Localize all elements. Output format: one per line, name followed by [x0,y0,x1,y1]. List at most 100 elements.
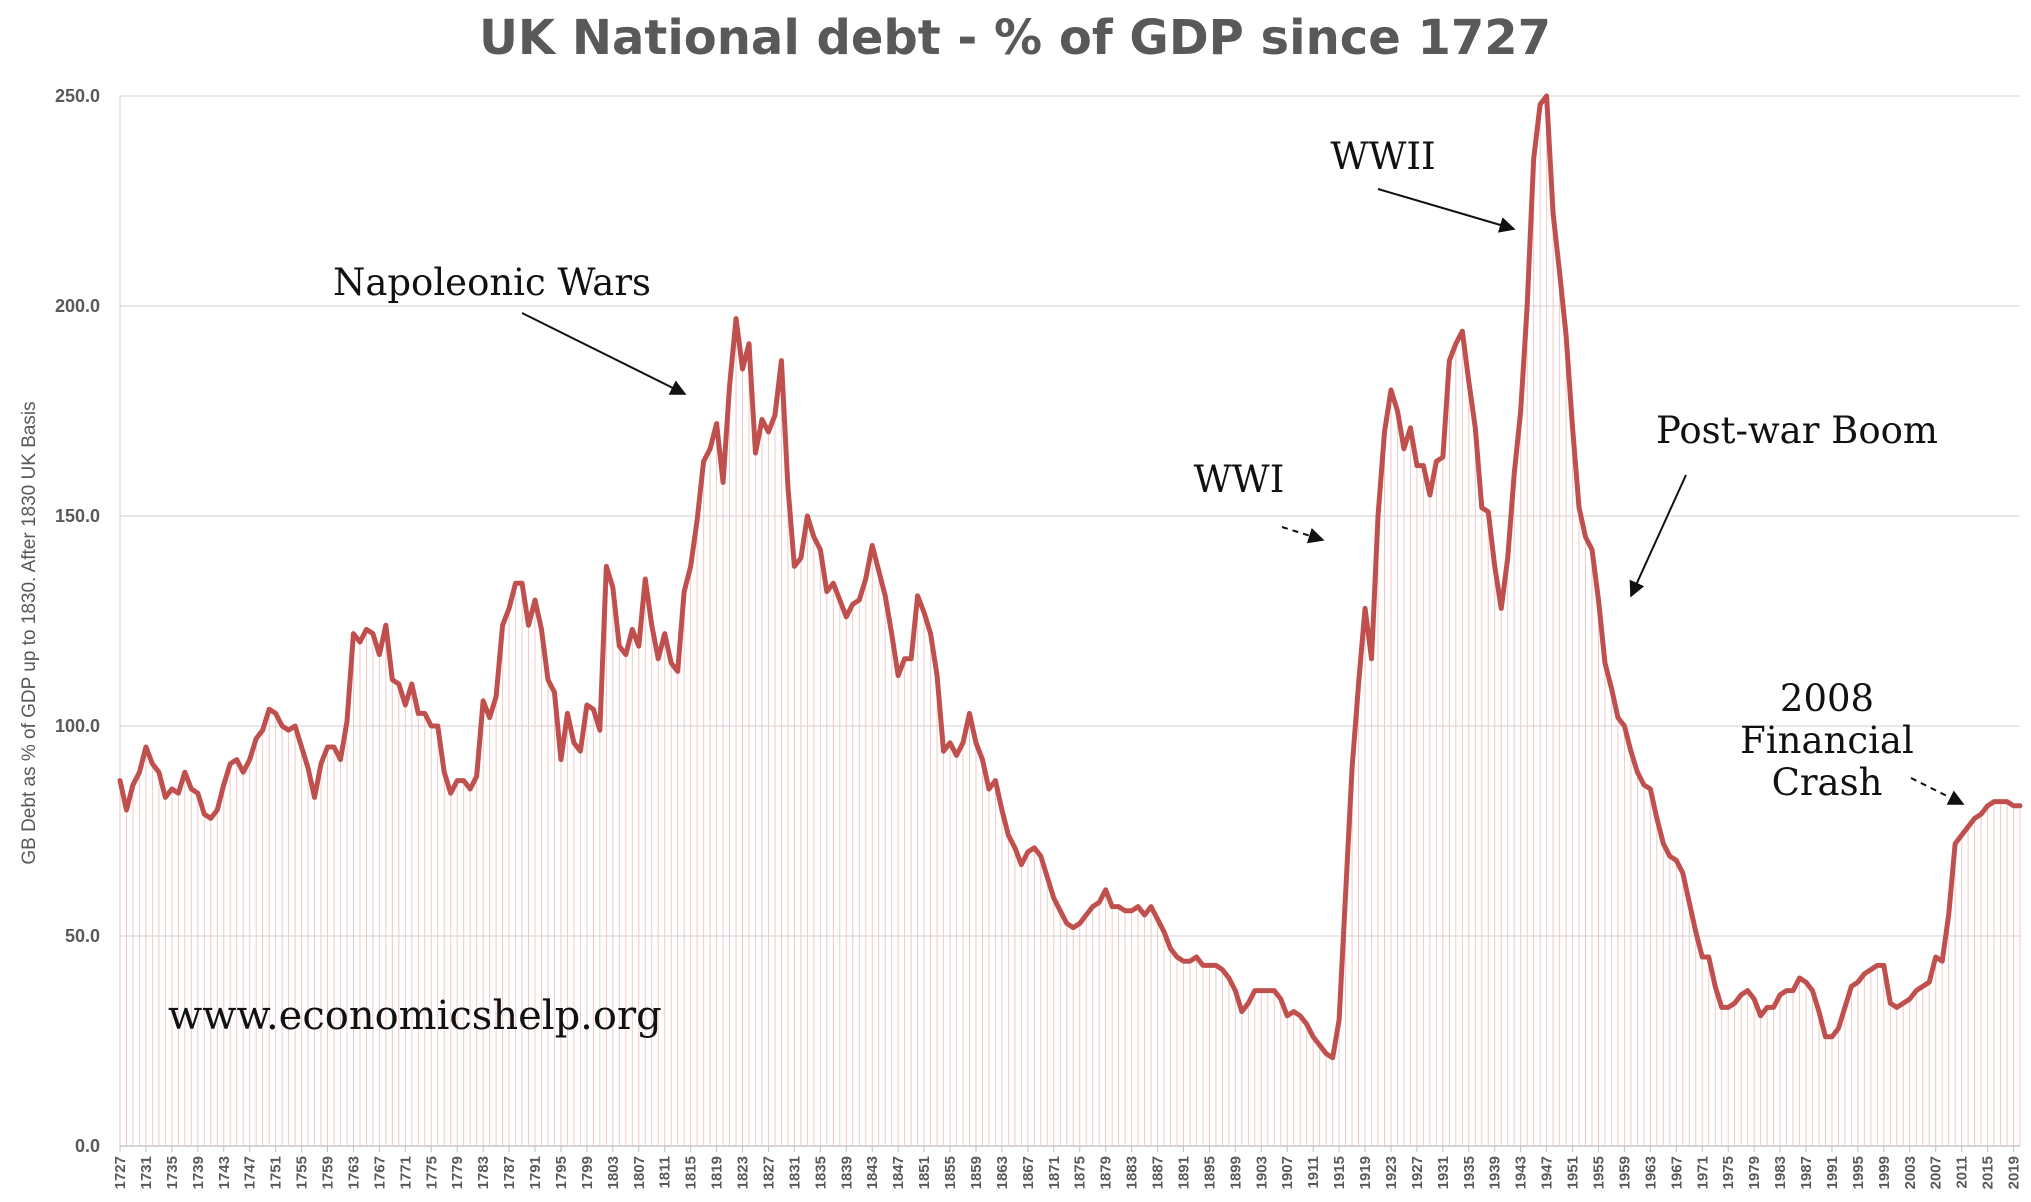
x-tick-label-73: 2019 [2006,1156,2023,1189]
x-tick-label-70: 2007 [1928,1156,1945,1189]
x-tick-label-65: 1987 [1798,1156,1815,1189]
x-tick-label-58: 1959 [1616,1156,1633,1189]
x-tick-label-22: 1815 [683,1156,700,1189]
x-tick-label-53: 1939 [1487,1156,1504,1189]
x-tick-label-60: 1967 [1668,1156,1685,1189]
x-tick-label-32: 1855 [942,1156,959,1189]
series-line-debt [117,93,2023,1061]
annotation-wwi: WWI [1194,458,1285,501]
x-tick-label-34: 1863 [994,1156,1011,1189]
x-tick-label-4: 1743 [216,1156,233,1189]
x-tick-label-36: 1871 [1046,1156,1063,1189]
x-tick-label-71: 2011 [1954,1156,1971,1189]
arrow-financial-crash [1910,777,1965,805]
x-tick-label-50: 1927 [1409,1156,1426,1189]
annotation-2008: 2008 [1780,677,1874,720]
x-tick-label-1: 1731 [138,1156,155,1189]
x-tick-label-46: 1911 [1305,1156,1322,1189]
year-drop-lines [119,96,2021,1146]
x-tick-label-17: 1795 [553,1156,570,1189]
annotation-financial: Financial [1740,719,1914,762]
x-tick-label-33: 1859 [968,1156,985,1189]
x-tick-label-47: 1915 [1331,1156,1348,1189]
x-tick-label-16: 1791 [527,1156,544,1189]
x-tick-label-61: 1971 [1694,1156,1711,1189]
arrow-napoleonic-wars [521,312,687,395]
x-tick-label-23: 1819 [709,1156,726,1189]
watermark-url: www.economicshelp.org [168,993,662,1039]
chart-title: UK National debt - % of GDP since 1727 [479,10,1551,66]
x-tick-label-54: 1943 [1513,1156,1530,1189]
x-tick-label-43: 1899 [1227,1156,1244,1189]
x-tick-label-14: 1783 [475,1156,492,1189]
x-tick-label-11: 1771 [397,1156,414,1189]
x-tick-label-40: 1887 [1150,1156,1167,1189]
x-tick-label-69: 2003 [1902,1156,1919,1189]
y-tick-label-5: 250.0 [55,86,100,106]
x-tick-label-25: 1827 [760,1156,777,1189]
series-layer [117,93,2023,1061]
x-tick-label-62: 1975 [1720,1156,1737,1189]
x-tick-label-0: 1727 [112,1156,129,1189]
arrow-post-war-boom [1629,474,1687,598]
x-tick-label-44: 1903 [1253,1156,1270,1189]
x-tick-label-66: 1991 [1824,1156,1841,1189]
x-tick-label-37: 1875 [1072,1156,1089,1189]
x-tick-label-8: 1759 [320,1156,337,1189]
x-tick-label-29: 1843 [864,1156,881,1189]
x-tick-label-51: 1931 [1435,1156,1452,1189]
annotation-wwii: WWII [1330,135,1435,178]
y-axis-ticks: 0.0 50.0 100.0 150.0 200.0 250.0 [55,86,100,1156]
x-tick-label-38: 1879 [1098,1156,1115,1189]
arrow-wwi [1281,526,1325,544]
x-tick-label-3: 1739 [190,1156,207,1189]
x-tick-label-35: 1867 [1020,1156,1037,1189]
y-tick-label-3: 150.0 [55,506,100,526]
x-tick-label-10: 1767 [371,1156,388,1189]
x-tick-label-7: 1755 [294,1156,311,1189]
x-tick-label-52: 1935 [1461,1156,1478,1189]
x-tick-label-67: 1995 [1850,1156,1867,1189]
x-tick-label-27: 1835 [812,1156,829,1189]
x-tick-label-64: 1983 [1772,1156,1789,1189]
y-axis-label: GB Debt as % of GDP up to 1830. After 18… [19,401,40,864]
x-tick-label-41: 1891 [1175,1156,1192,1189]
arrow-wwii [1377,188,1516,233]
x-tick-label-31: 1851 [916,1156,933,1189]
x-tick-label-49: 1923 [1383,1156,1400,1189]
x-tick-label-26: 1831 [786,1156,803,1189]
annotation-post-war-boom: Post-war Boom [1656,409,1938,452]
x-tick-label-19: 1803 [605,1156,622,1189]
x-tick-label-39: 1883 [1124,1156,1141,1189]
annotation-napoleonic-wars: Napoleonic Wars [333,261,651,304]
x-tick-label-28: 1839 [838,1156,855,1189]
y-tick-label-2: 100.0 [55,716,100,736]
x-tick-label-56: 1951 [1565,1156,1582,1189]
x-tick-label-57: 1955 [1590,1156,1607,1189]
x-tick-label-68: 1999 [1876,1156,1893,1189]
x-tick-label-18: 1799 [579,1156,596,1189]
x-tick-label-9: 1763 [345,1156,362,1189]
x-tick-label-72: 2015 [1980,1156,1997,1189]
x-tick-label-59: 1963 [1642,1156,1659,1189]
x-tick-label-45: 1907 [1279,1156,1296,1189]
x-tick-label-12: 1775 [423,1156,440,1189]
x-tick-label-13: 1779 [449,1156,466,1189]
x-tick-label-63: 1979 [1746,1156,1763,1189]
x-tick-label-2: 1735 [164,1156,181,1189]
x-axis-ticks: 1727 1731 1735 1739 1743 1747 1751 1755 1759 1763… [112,1146,2023,1189]
x-tick-label-30: 1847 [890,1156,907,1189]
x-tick-label-20: 1807 [631,1156,648,1189]
x-tick-label-42: 1895 [1201,1156,1218,1189]
x-tick-label-21: 1811 [657,1156,674,1189]
x-tick-label-24: 1823 [735,1156,752,1189]
x-tick-label-5: 1747 [242,1156,259,1189]
y-tick-label-0: 0.0 [75,1136,100,1156]
x-tick-label-15: 1787 [501,1156,518,1189]
y-tick-label-1: 50.0 [65,926,100,946]
annotation-crash: Crash [1772,761,1883,804]
x-tick-label-55: 1947 [1539,1156,1556,1189]
x-tick-label-48: 1919 [1357,1156,1374,1189]
y-tick-label-4: 200.0 [55,296,100,316]
